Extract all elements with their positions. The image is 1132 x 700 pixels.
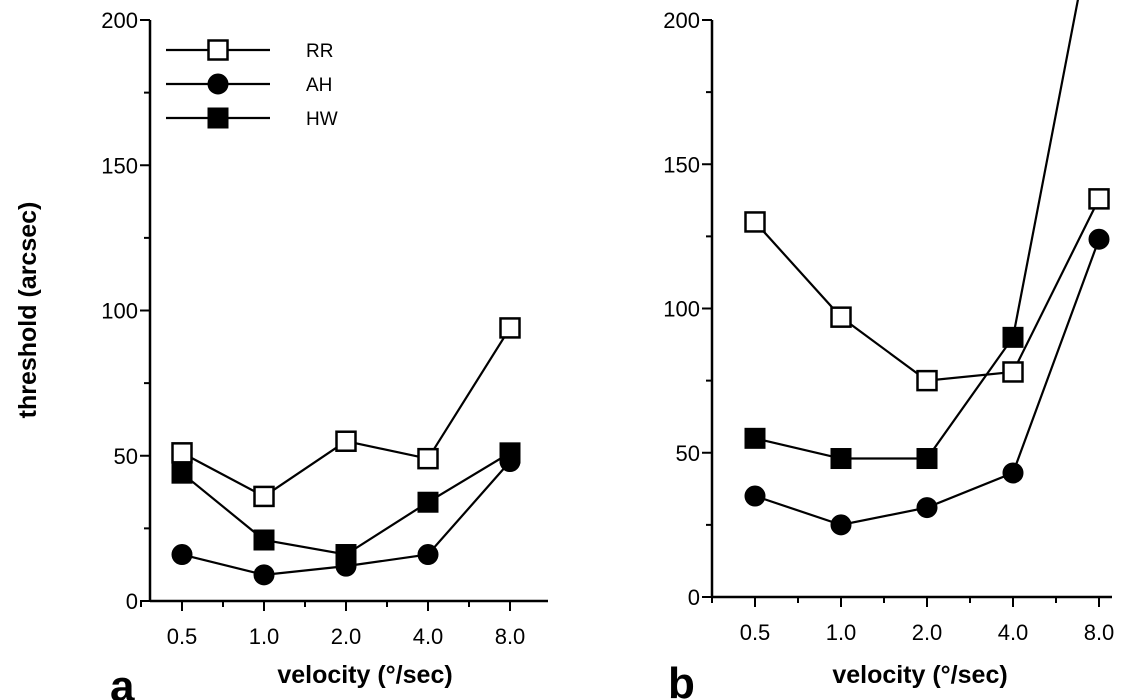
- data-point-rr: [830, 306, 852, 328]
- x-tick-label: 2.0: [912, 620, 943, 645]
- y-tick-label: 150: [663, 152, 700, 177]
- legend-marker: [207, 73, 229, 95]
- legend-marker: [207, 107, 229, 129]
- x-tick-label: 8.0: [495, 624, 526, 649]
- plot-area: [171, 317, 521, 586]
- x-tick-label: 1.0: [249, 624, 280, 649]
- y-tick-label: 50: [114, 444, 138, 469]
- data-point-rr: [916, 369, 938, 392]
- legend-label: HW: [306, 109, 338, 130]
- data-point-hw: [744, 427, 766, 449]
- data-point-ah: [171, 544, 193, 566]
- panel-label: a: [110, 662, 135, 700]
- series-line-rr: [181, 327, 511, 498]
- x-tick-label: 0.5: [740, 620, 771, 645]
- x-tick-label: 4.0: [413, 624, 444, 649]
- data-point-rr: [417, 447, 439, 470]
- y-tick-label: 200: [663, 8, 700, 33]
- data-point-hw: [499, 442, 521, 464]
- legend: RR AH HW: [166, 39, 338, 130]
- panel-label: b: [668, 659, 695, 700]
- data-point-hw: [335, 544, 357, 566]
- y-tick-label: 50: [676, 441, 700, 466]
- data-point-rr: [253, 485, 275, 508]
- x-tick-label: 8.0: [1084, 620, 1115, 645]
- legend-marker: [207, 39, 229, 61]
- data-point-hw: [1002, 326, 1024, 348]
- plot-area: [744, 0, 1110, 536]
- data-point-ah: [1002, 462, 1024, 484]
- x-tick-label: 0.5: [167, 624, 198, 649]
- y-tick-label: 0: [126, 589, 138, 614]
- data-point-rr: [744, 211, 766, 233]
- data-point-ah: [253, 564, 275, 586]
- data-point-ah: [744, 485, 766, 507]
- legend-item-hw: HW: [166, 107, 338, 130]
- data-point-hw: [253, 529, 275, 551]
- data-point-rr: [1002, 361, 1024, 383]
- data-point-hw: [916, 448, 938, 470]
- x-tick-label: 2.0: [331, 624, 362, 649]
- series-line-hw: [181, 451, 511, 556]
- x-tick-label: 4.0: [998, 620, 1029, 645]
- data-point-ah: [417, 544, 439, 566]
- data-point-hw: [417, 491, 439, 513]
- y-tick-label: 150: [101, 153, 138, 178]
- data-point-ah: [1088, 228, 1110, 250]
- data-point-ah: [830, 514, 852, 536]
- y-axis-title: threshold (arcsec): [14, 202, 42, 419]
- y-tick-label: 0: [688, 585, 700, 610]
- data-point-rr: [335, 430, 357, 452]
- data-point-ah: [916, 497, 938, 519]
- y-tick-label: 100: [663, 297, 700, 322]
- x-axis-title: velocity (°/sec): [832, 661, 1007, 689]
- legend-label: AH: [306, 75, 332, 96]
- data-point-hw: [171, 462, 193, 484]
- y-tick-label: 100: [101, 299, 138, 324]
- data-point-rr: [171, 442, 193, 464]
- panel-a: 0 50 100 150 200 0.5 1.0 2.0 4.0 8.0 velocity (°/s…: [14, 8, 548, 700]
- x-tick-label: 1.0: [826, 620, 857, 645]
- data-point-hw: [830, 448, 852, 470]
- panel-b: 0 50 100 150 200 0.5 1.0 2.0 4.0 8.0 velocity (°/s…: [663, 0, 1114, 700]
- data-point-rr: [499, 317, 521, 339]
- data-point-rr: [1088, 188, 1110, 210]
- x-axis-title: velocity (°/sec): [277, 661, 452, 689]
- legend-item-rr: RR: [166, 39, 333, 62]
- y-tick-label: 200: [101, 8, 138, 33]
- legend-label: RR: [306, 41, 333, 62]
- series-line-rr: [754, 198, 1100, 382]
- legend-item-ah: AH: [166, 73, 332, 96]
